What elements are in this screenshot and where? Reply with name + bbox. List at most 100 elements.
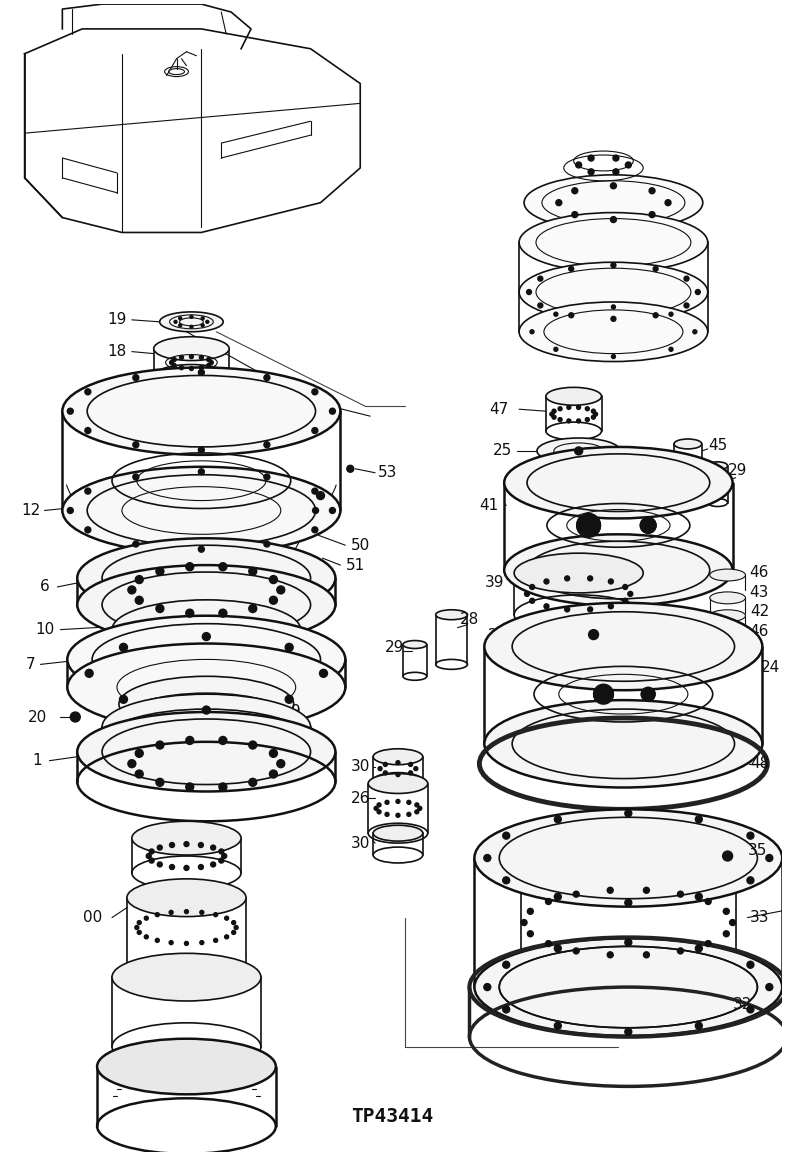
Circle shape [214,939,217,942]
Circle shape [312,527,318,533]
Circle shape [269,576,277,584]
Circle shape [316,491,324,499]
Circle shape [85,527,91,533]
Circle shape [180,365,184,370]
Circle shape [86,669,93,677]
Circle shape [546,898,551,904]
Circle shape [319,669,327,677]
Circle shape [219,736,227,744]
Circle shape [552,409,556,413]
Circle shape [330,507,335,513]
Circle shape [591,409,595,413]
Circle shape [219,858,224,864]
Text: 46: 46 [750,564,769,579]
Circle shape [644,951,649,958]
Circle shape [383,771,387,775]
Text: TP43414: TP43414 [351,1106,433,1126]
Text: 28: 28 [460,613,479,628]
Circle shape [567,406,571,409]
Circle shape [409,763,413,766]
Ellipse shape [112,616,301,676]
Circle shape [502,962,509,969]
Ellipse shape [154,336,229,361]
Circle shape [573,891,579,897]
Circle shape [312,428,318,434]
Circle shape [219,609,227,617]
Circle shape [144,917,148,920]
Text: 30: 30 [351,836,370,851]
Circle shape [285,695,293,703]
Text: 7: 7 [26,657,35,672]
Circle shape [264,474,270,480]
Circle shape [567,418,571,423]
Circle shape [608,579,613,584]
Ellipse shape [484,701,762,787]
Circle shape [285,644,293,651]
Circle shape [232,920,236,925]
Circle shape [199,469,204,475]
Ellipse shape [519,302,708,362]
Circle shape [68,507,73,513]
Circle shape [608,603,613,609]
Text: 48: 48 [750,756,769,771]
Ellipse shape [77,539,335,617]
Circle shape [85,388,91,395]
Circle shape [588,576,593,580]
Ellipse shape [504,534,732,606]
Circle shape [626,162,631,168]
Text: 10: 10 [35,622,54,637]
Circle shape [747,832,754,839]
Circle shape [611,216,616,223]
Circle shape [312,488,318,494]
Circle shape [133,375,139,380]
Circle shape [264,442,270,447]
Circle shape [530,599,535,603]
Circle shape [696,1022,703,1029]
Circle shape [530,329,534,334]
Circle shape [189,366,193,370]
Circle shape [330,408,335,414]
Circle shape [723,851,732,861]
Circle shape [210,361,214,364]
Circle shape [264,375,270,380]
Text: 46: 46 [750,624,769,639]
Circle shape [766,984,772,991]
Text: 47: 47 [490,401,509,416]
Ellipse shape [514,554,643,593]
Circle shape [628,592,633,596]
Circle shape [684,276,689,281]
Circle shape [206,320,209,324]
Circle shape [502,877,509,884]
Circle shape [527,289,531,295]
Circle shape [199,865,203,869]
Circle shape [723,909,729,914]
Circle shape [554,312,558,317]
Ellipse shape [474,939,782,1036]
Circle shape [174,320,177,324]
Circle shape [396,800,400,803]
Ellipse shape [97,1039,276,1095]
Circle shape [219,783,227,791]
Circle shape [184,866,189,870]
Circle shape [190,316,193,318]
Circle shape [588,607,593,612]
Circle shape [184,941,188,946]
Circle shape [625,939,632,946]
Ellipse shape [484,602,762,690]
Circle shape [225,917,228,920]
Text: 20: 20 [28,710,47,725]
Circle shape [747,877,754,884]
Circle shape [407,800,411,805]
Circle shape [206,357,210,362]
Circle shape [530,585,535,590]
Ellipse shape [504,447,732,518]
Circle shape [669,312,673,317]
Circle shape [409,771,413,775]
Ellipse shape [710,609,746,622]
Circle shape [190,325,193,328]
Circle shape [641,518,656,533]
Circle shape [396,761,400,764]
Circle shape [696,944,703,951]
Circle shape [593,684,613,704]
Circle shape [170,843,174,847]
